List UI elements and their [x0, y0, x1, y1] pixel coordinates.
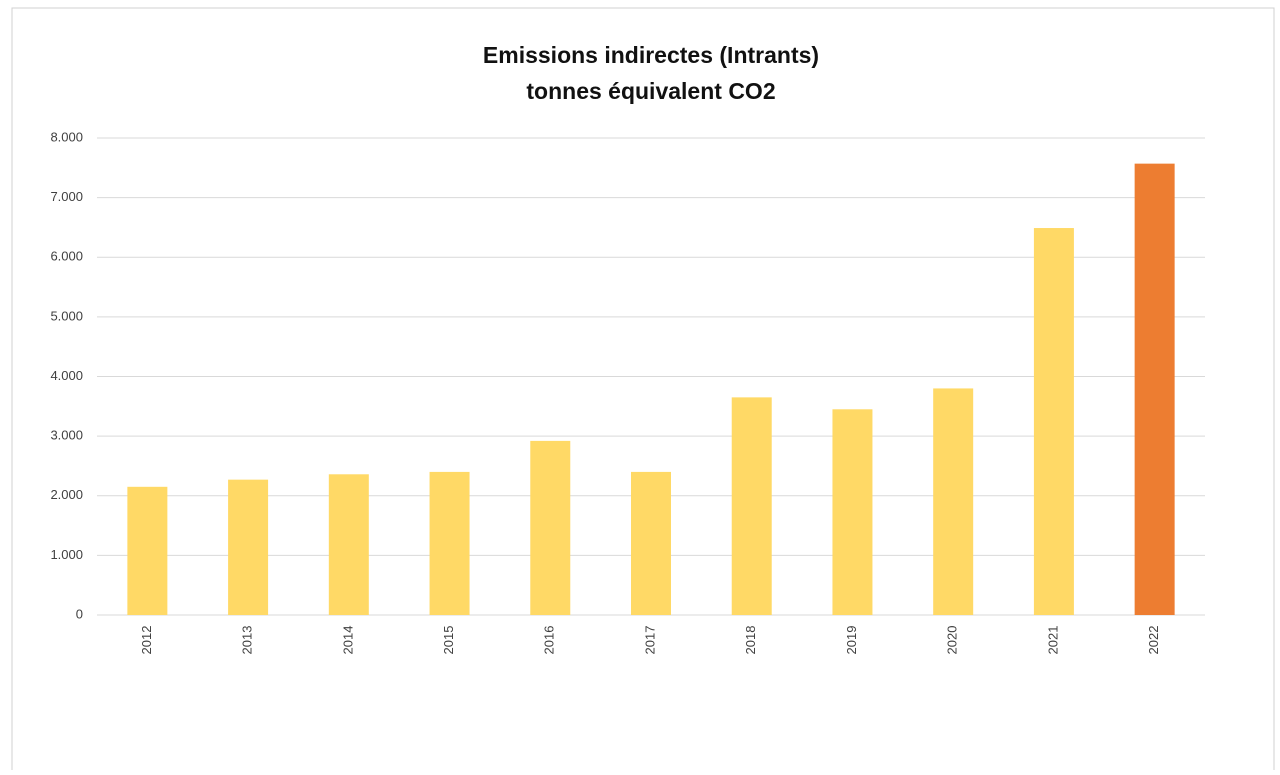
bar — [933, 388, 974, 615]
bar — [1033, 228, 1074, 615]
x-tick-label: 2019 — [844, 626, 859, 655]
chart-subtitle: tonnes équivalent CO2 — [526, 78, 775, 104]
y-tick-label: 7.000 — [50, 189, 83, 204]
x-tick-label: 2022 — [1146, 626, 1161, 655]
y-tick-label: 5.000 — [50, 308, 83, 323]
bar — [228, 479, 269, 615]
y-tick-label: 4.000 — [50, 368, 83, 383]
chart-frame — [11, 7, 1275, 775]
x-tick-label: 2012 — [139, 626, 154, 655]
bar — [731, 397, 772, 615]
x-tick-label: 2015 — [441, 626, 456, 655]
x-tick-label: 2016 — [542, 626, 557, 655]
y-tick-label: 0 — [76, 606, 83, 621]
bar — [530, 440, 571, 615]
x-tick-label: 2013 — [240, 626, 255, 655]
y-tick-label: 1.000 — [50, 547, 83, 562]
bar — [832, 409, 873, 615]
chart-title: Emissions indirectes (Intrants) — [483, 42, 819, 68]
x-tick-label: 2017 — [642, 626, 657, 655]
x-tick-label: 2020 — [945, 626, 960, 655]
x-tick-label: 2021 — [1045, 626, 1060, 655]
y-tick-label: 8.000 — [50, 129, 83, 144]
bar — [127, 486, 168, 615]
x-tick-label: 2018 — [743, 626, 758, 655]
bar — [429, 471, 470, 615]
x-tick-label: 2014 — [340, 626, 355, 655]
y-tick-label: 3.000 — [50, 428, 83, 443]
y-tick-label: 6.000 — [50, 249, 83, 264]
bar — [631, 471, 671, 615]
y-tick-label: 2.000 — [50, 487, 83, 502]
bar — [1134, 163, 1175, 616]
bar — [328, 474, 369, 615]
